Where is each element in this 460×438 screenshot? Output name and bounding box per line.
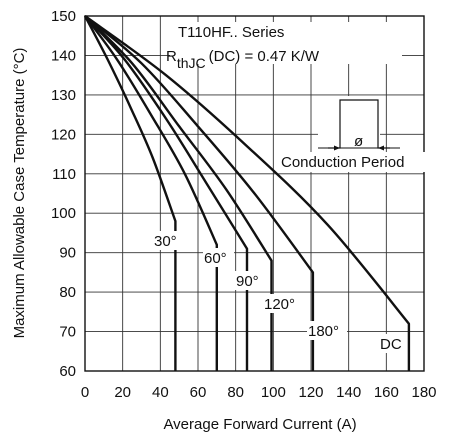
curve-30deg <box>83 15 177 371</box>
x-tick-label: 180 <box>411 384 436 401</box>
curve-label: 30° <box>154 233 177 250</box>
y-tick-label: 70 <box>59 324 76 341</box>
curve-label-background <box>263 294 303 313</box>
x-tick-label: 0 <box>81 384 89 401</box>
series-title: T110HF.. Series <box>178 24 284 41</box>
curve-label-background <box>379 334 401 353</box>
curve-60deg <box>84 15 218 371</box>
curves <box>83 15 411 371</box>
y-tick-label: 90 <box>59 245 76 262</box>
curve-label-background <box>203 248 234 267</box>
y-tick-label: 80 <box>59 284 76 301</box>
curve-label: DC <box>380 336 402 353</box>
x-tick-label: 40 <box>152 384 169 401</box>
curve-dc <box>84 15 411 371</box>
y-tick-label: 140 <box>51 47 76 64</box>
y-tick-label: 130 <box>51 87 76 104</box>
conduction-arrow-right <box>378 145 384 151</box>
phi-symbol: ø <box>354 133 363 150</box>
y-tick-labels: 60 70 80 90 100 110 120 130 140 150 <box>51 8 76 380</box>
plot-frame <box>84 15 425 372</box>
y-tick-label: 120 <box>51 126 76 143</box>
y-tick-label: 150 <box>51 8 76 25</box>
x-axis-title: Average Forward Current (A) <box>163 416 356 433</box>
conduction-inset-background <box>318 96 380 154</box>
rth-subscript: thJC <box>177 55 206 71</box>
curve-120deg <box>84 15 273 371</box>
x-tick-label: 160 <box>374 384 399 401</box>
curve-label: 120° <box>264 296 295 313</box>
curve-label: 90° <box>236 273 259 290</box>
annotation-background <box>170 22 402 64</box>
x-tick-label: 120 <box>298 384 323 401</box>
curve-180deg <box>84 15 315 371</box>
x-tick-label: 60 <box>190 384 207 401</box>
x-tick-label: 140 <box>336 384 361 401</box>
conduction-period-label: Conduction Period <box>281 154 404 171</box>
curve-labels: 30° 60° 90° 120° 180° DC <box>153 231 402 353</box>
conduction-label-background <box>278 152 434 172</box>
y-tick-label: 60 <box>59 363 76 380</box>
conduction-period-inset: ø Conduction Period <box>278 96 434 172</box>
rth-suffix: (DC) = 0.47 K/W <box>209 48 320 65</box>
curve-label-background <box>307 321 347 340</box>
y-axis-title: Maximum Allowable Case Temperature (°C) <box>11 48 28 339</box>
x-tick-labels: 0 20 40 60 80 100 120 140 160 180 <box>81 384 437 401</box>
x-tick-label: 20 <box>114 384 131 401</box>
rth-label: RthJC (DC) = 0.47 K/W <box>166 48 320 71</box>
curve-90deg <box>84 15 249 371</box>
rth-prefix: R <box>166 48 177 65</box>
x-tick-label: 80 <box>227 384 244 401</box>
curve-label-background <box>235 271 266 290</box>
y-tick-label: 110 <box>52 166 76 183</box>
x-tick-label: 100 <box>261 384 286 401</box>
conduction-arrow-left <box>334 145 340 151</box>
curve-label: 60° <box>204 250 227 267</box>
curve-label-background <box>153 231 184 250</box>
y-tick-label: 100 <box>51 205 76 222</box>
curve-label: 180° <box>308 323 339 340</box>
